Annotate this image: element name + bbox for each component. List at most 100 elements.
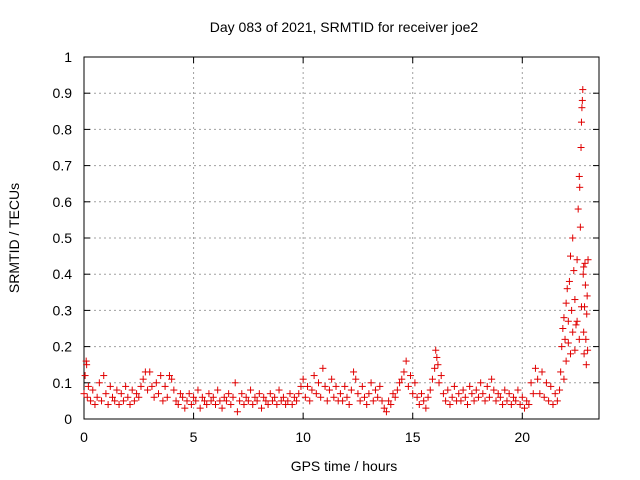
data-point [150, 393, 158, 401]
data-point [113, 386, 121, 394]
data-point [396, 379, 404, 387]
data-point [126, 401, 134, 409]
data-point [505, 390, 513, 398]
data-point [273, 401, 281, 409]
data-point [227, 401, 235, 409]
data-point [128, 386, 136, 394]
data-point [529, 390, 537, 398]
data-point [93, 393, 101, 401]
data-point [133, 390, 141, 398]
data-point [424, 393, 432, 401]
data-point [387, 401, 395, 409]
data-point [144, 386, 152, 394]
data-point [439, 390, 447, 398]
data-point [534, 375, 542, 383]
y-axis-label: SRMTID / TECUs [6, 183, 22, 293]
data-point [367, 379, 375, 387]
data-point [391, 393, 399, 401]
y-tick-label: 0.5 [53, 230, 73, 246]
data-point [192, 397, 200, 405]
data-point [198, 393, 206, 401]
data-point [564, 339, 572, 347]
data-point [455, 390, 463, 398]
data-point [91, 401, 99, 409]
data-point [89, 386, 97, 394]
data-point [380, 404, 388, 412]
x-tick-label: 10 [295, 429, 311, 445]
data-point [185, 390, 193, 398]
data-point [490, 386, 498, 394]
data-point [216, 397, 224, 405]
data-point [249, 401, 257, 409]
data-point [242, 393, 250, 401]
data-point [229, 393, 237, 401]
data-point [347, 386, 355, 394]
data-point [196, 404, 204, 412]
data-point [479, 390, 487, 398]
data-point [570, 267, 578, 275]
data-point [468, 390, 476, 398]
data-point [536, 390, 544, 398]
axis-ticks: 00.10.20.30.40.50.60.70.80.910 5 10 15 20 [53, 49, 599, 445]
data-point [563, 285, 571, 293]
data-point [122, 382, 130, 390]
data-point [293, 397, 301, 405]
data-point [194, 386, 202, 394]
data-point [369, 397, 377, 405]
data-point [571, 346, 579, 354]
data-point [251, 393, 259, 401]
data-point [279, 393, 287, 401]
data-point [564, 317, 572, 325]
data-point [83, 361, 91, 369]
data-point [170, 386, 178, 394]
data-point [374, 393, 382, 401]
data-point [172, 397, 180, 405]
data-point [345, 401, 353, 409]
y-tick-label: 0 [64, 411, 72, 427]
data-point [561, 335, 569, 343]
data-point [207, 397, 215, 405]
data-point [565, 277, 573, 285]
chart-title: Day 083 of 2021, SRMTID for receiver joe… [210, 19, 479, 35]
data-point [332, 382, 340, 390]
data-point [426, 386, 434, 394]
data-point [494, 390, 502, 398]
data-point [87, 397, 95, 405]
data-point [553, 397, 561, 405]
data-point [512, 397, 520, 405]
data-point [174, 401, 182, 409]
y-tick-label: 0.1 [53, 375, 73, 391]
data-point [336, 390, 344, 398]
data-point [582, 335, 590, 343]
data-point [393, 386, 401, 394]
data-point [583, 292, 591, 300]
data-point [435, 379, 443, 387]
data-point [124, 393, 132, 401]
data-point [567, 252, 575, 260]
data-point [579, 86, 587, 94]
data-point [576, 183, 584, 191]
data-point [168, 375, 176, 383]
data-point [556, 386, 564, 394]
data-point [464, 401, 472, 409]
data-point [260, 393, 268, 401]
data-point [321, 382, 329, 390]
data-point [428, 375, 436, 383]
data-point [577, 144, 585, 151]
data-point [404, 382, 412, 390]
data-point [583, 310, 591, 318]
data-point [577, 118, 585, 126]
data-point [266, 390, 274, 398]
data-point [350, 368, 358, 376]
data-point [503, 397, 511, 405]
data-point [422, 404, 430, 412]
data-point [547, 382, 555, 390]
data-point [218, 404, 226, 412]
data-point [560, 375, 568, 383]
data-point [581, 281, 589, 289]
data-point [163, 393, 171, 401]
data-point [523, 397, 531, 405]
data-point [258, 404, 266, 412]
y-tick-label: 0.8 [53, 121, 73, 137]
data-point [214, 386, 222, 394]
